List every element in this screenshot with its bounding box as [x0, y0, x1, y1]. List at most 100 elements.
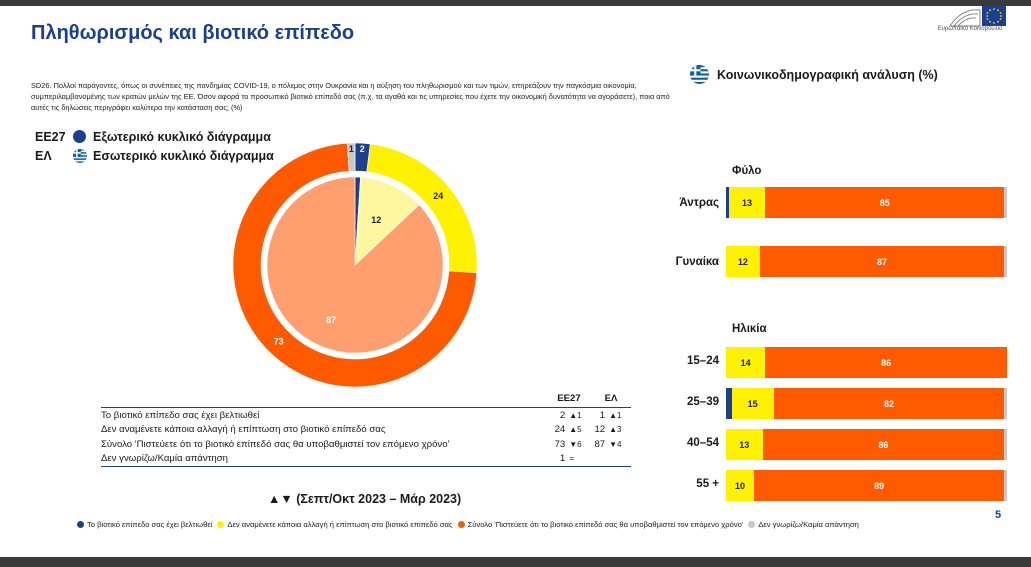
table-header-el: ΕΛ [604, 393, 618, 404]
outer-label-dont-know: 1 [349, 144, 354, 154]
bar-label-age-25-39: 25–39 [687, 396, 719, 408]
row-el-value: 87 [594, 438, 606, 450]
bar-segment-dont-know [1004, 470, 1007, 501]
table-header-eu27: ΕΕ27 [557, 393, 581, 404]
bottom-bar [0, 557, 1031, 567]
sociodemographic-title: Κοινωνικοδημογραφική ανάλυση (%) [717, 67, 938, 82]
section-title-gender: Φύλο [732, 165, 762, 177]
legend-label: Το βιοτικό επίπεδο σας έχει βελτιωθεί [87, 520, 213, 529]
table-row: Δεν αναμένετε κάποια αλλαγή ή επίπτωση σ… [101, 423, 631, 438]
page-title: Πληθωρισμός και βιοτικό επίπεδο [31, 22, 355, 44]
row-eu-value: 2 [559, 409, 566, 421]
table-row: Σύνολο 'Πιστεύετε ότι το βιοτικό επίπεδό… [101, 437, 631, 452]
legend-swatch [77, 521, 84, 528]
row-label: Το βιοτικό επίπεδο σας έχει βελτιωθεί [101, 409, 260, 421]
legend-swatch [217, 521, 225, 528]
page-number: 5 [995, 509, 1002, 521]
top-bar [0, 0, 1031, 6]
bar-segment-no-change: 10 [726, 470, 755, 501]
bar-segment-worse: 89 [754, 470, 1005, 501]
european-parliament-logo [949, 6, 1006, 27]
bar-label-age-15-24: 15–24 [687, 355, 719, 367]
bar-segment-worse: 85 [765, 187, 1005, 218]
legend-item: Το βιοτικό επίπεδο σας έχει βελτιωθεί [77, 520, 212, 529]
bar-segment-no-change: 12 [726, 246, 760, 277]
legend-swatch [457, 521, 465, 528]
legend-code-el: ΕΛ [35, 148, 52, 163]
bar-age-55-plus: 10 89 [726, 470, 1007, 501]
bar-segment-dont-know [1004, 388, 1007, 419]
row-el-trend: ▲3 [609, 425, 622, 435]
legend-swatch [748, 521, 756, 528]
trend-period-note: ▲▼ (Σεπτ/Οκτ 2023 – Μάρ 2023) [268, 492, 462, 506]
legend-code-eu27: ΕΕ27 [35, 129, 66, 144]
row-eu-trend: ▼6 [569, 439, 582, 449]
bottom-legend: Το βιοτικό επίπεδο σας έχει βελτιωθεί Δε… [77, 520, 864, 529]
row-eu-value: 1 [559, 453, 566, 465]
bar-age-15-24: 14 86 [726, 347, 1007, 378]
row-label: Δεν αναμένετε κάποια αλλαγή ή επίπτωση σ… [101, 424, 386, 436]
bar-segment-improved [726, 187, 729, 218]
legend-label-outer: Εξωτερικό κυκλικό διάγραμμα [93, 129, 271, 144]
bar-label-age-55-plus: 55 + [696, 478, 719, 490]
row-label: Σύνολο 'Πιστεύετε ότι το βιοτικό επίπεδό… [101, 438, 450, 450]
table-row: Το βιοτικό επίπεδο σας έχει βελτιωθεί 2 … [101, 408, 631, 423]
row-eu-value: 73 [554, 438, 566, 450]
results-table: ΕΕ27 ΕΛ Το βιοτικό επίπεδο σας έχει βελτ… [101, 393, 631, 467]
row-el-trend: ▲1 [609, 410, 622, 420]
inner-slice-worse [266, 176, 444, 354]
row-el-value: 12 [594, 424, 606, 436]
row-el-trend: ▼4 [609, 439, 622, 449]
sociodemographic-header: Κοινωνικοδημογραφική ανάλυση (%) [690, 65, 938, 84]
table-header: ΕΕ27 ΕΛ [101, 393, 631, 408]
section-title-age: Ηλικία [732, 323, 767, 335]
bar-segment-dont-know [1004, 246, 1007, 277]
inner-slice-no-change [354, 176, 420, 266]
legend-label: Σύνολο 'Πιστεύετε ότι το βιοτικό επίπεδό… [467, 520, 744, 529]
outer-label-no-change: 24 [433, 191, 443, 201]
row-eu-trend: = [569, 454, 574, 464]
bar-segment-worse: 86 [762, 429, 1005, 460]
bar-label-age-40-54: 40–54 [687, 437, 719, 449]
bar-label-women: Γυναίκα [675, 256, 719, 268]
row-label: Δεν γνωρίζω/Καμία απάντηση [101, 453, 229, 465]
bar-segment-no-change: 13 [728, 187, 766, 218]
bar-label-men: Άντρας [679, 197, 719, 209]
row-eu-value: 24 [554, 424, 566, 436]
bar-age-40-54: 13 86 [726, 429, 1007, 460]
bar-segment-no-change: 15 [731, 388, 774, 419]
bar-segment-worse: 82 [773, 388, 1005, 419]
bar-segment-dont-know [1004, 429, 1007, 460]
bar-segment-dont-know [1004, 187, 1007, 218]
legend-item: Δεν γνωρίζω/Καμία απάντηση [748, 520, 859, 529]
bar-women: 12 87 [726, 246, 1007, 277]
bar-segment-worse: 87 [759, 246, 1005, 277]
greek-flag-icon [73, 148, 87, 163]
legend-row-el: ΕΛ Εσωτερικό κυκλικό διάγραμμα [35, 146, 274, 165]
row-eu-trend: ▲5 [569, 425, 582, 435]
pie-legend: ΕΕ27 Εξωτερικό κυκλικό διάγραμμα ΕΛ Εσωτ… [35, 127, 274, 165]
outer-label-worse: 73 [274, 336, 284, 346]
row-el-value: 1 [599, 409, 606, 421]
logo-text: Ευρωπαϊκό Κοινοβούλιο [937, 26, 1003, 32]
bar-age-25-39: 15 82 [726, 388, 1007, 419]
bar-segment-no-change: 14 [726, 347, 766, 378]
inner-label-worse: 87 [326, 315, 336, 325]
bar-segment-improved [726, 388, 732, 419]
bar-segment-worse: 86 [765, 347, 1007, 378]
bar-men: 13 85 [726, 187, 1007, 218]
inner-label-no-change: 12 [371, 215, 381, 225]
question-text: SD26. Πολλοί παράγοντες, όπως οι συνέπει… [31, 81, 670, 112]
outer-label-improved: 2 [360, 144, 365, 154]
legend-label: Δεν αναμένετε κάποια αλλαγή ή επίπτωση σ… [227, 520, 453, 529]
legend-item: Δεν αναμένετε κάποια αλλαγή ή επίπτωση σ… [217, 520, 453, 529]
legend-item: Σύνολο 'Πιστεύετε ότι το βιοτικό επίπεδό… [457, 520, 744, 529]
legend-label-inner: Εσωτερικό κυκλικό διάγραμμα [93, 148, 274, 163]
greek-flag-icon [690, 65, 709, 84]
bar-segment-no-change: 13 [726, 429, 763, 460]
row-eu-trend: ▲1 [569, 410, 582, 420]
eu-dot-icon [73, 130, 86, 143]
donut-chart: 2 24 73 1 12 87 [232, 142, 478, 388]
table-row: Δεν γνωρίζω/Καμία απάντηση 1 = [101, 452, 631, 467]
legend-row-eu27: ΕΕ27 Εξωτερικό κυκλικό διάγραμμα [35, 127, 274, 146]
